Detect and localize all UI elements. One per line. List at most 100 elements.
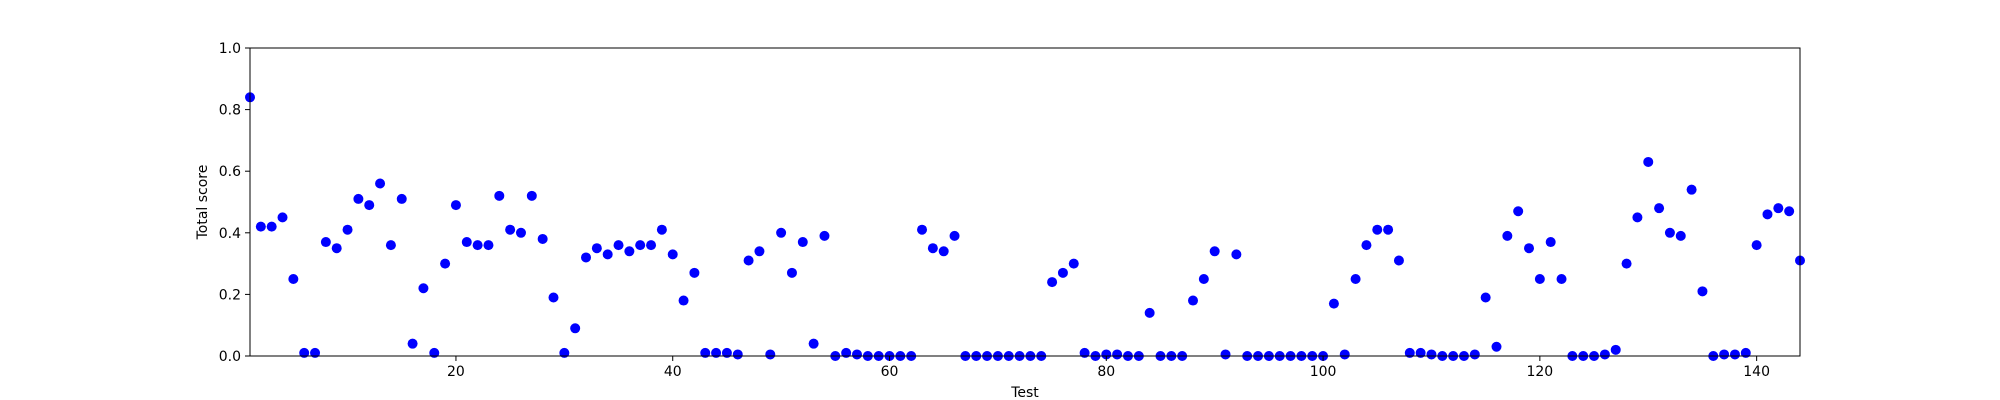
y-axis-ticks: 0.0 0.2 0.4 0.6 0.8 1.0 <box>219 41 250 365</box>
data-point <box>841 347 852 358</box>
y-tick-label: 0.0 <box>219 349 241 365</box>
data-point <box>277 212 288 223</box>
x-tick-label: 140 <box>1743 364 1770 380</box>
data-point <box>1556 274 1567 284</box>
data-point <box>1545 237 1556 248</box>
data-point <box>1079 347 1090 358</box>
data-point <box>1643 156 1654 167</box>
data-point <box>407 338 418 349</box>
data-point <box>505 224 516 235</box>
data-point <box>711 347 722 358</box>
data-point <box>1372 224 1383 235</box>
data-point <box>288 274 299 284</box>
data-point <box>1610 344 1621 355</box>
data-point <box>917 224 928 235</box>
data-point <box>364 200 375 211</box>
data-point <box>786 267 797 278</box>
data-point <box>1339 349 1350 360</box>
data-point <box>548 292 559 303</box>
data-point <box>375 178 386 189</box>
data-point <box>494 190 505 201</box>
data-point <box>266 221 277 232</box>
x-tick-label: 20 <box>447 364 465 380</box>
data-point <box>1599 349 1610 360</box>
data-point <box>429 347 440 358</box>
data-point <box>776 227 787 238</box>
data-point <box>1047 277 1058 288</box>
data-point <box>385 240 396 251</box>
data-point <box>1112 349 1123 360</box>
data-point <box>1383 224 1394 235</box>
data-point <box>1664 227 1675 238</box>
data-point <box>721 347 732 358</box>
data-point <box>1491 341 1502 352</box>
data-point <box>1393 255 1404 266</box>
data-point <box>1502 230 1513 241</box>
data-point <box>1697 286 1708 297</box>
data-point <box>342 224 353 235</box>
data-point <box>1740 347 1751 358</box>
data-point <box>689 267 700 278</box>
data-point <box>1350 274 1361 284</box>
data-point <box>1101 349 1112 360</box>
y-axis-label: Total score <box>195 165 211 241</box>
x-axis-ticks: 20 40 60 80 100 120 140 <box>447 356 1770 380</box>
data-point <box>1188 295 1199 306</box>
y-tick-label: 0.8 <box>219 103 241 119</box>
data-point <box>537 233 548 244</box>
data-point <box>624 246 635 257</box>
x-tick-label: 80 <box>1097 364 1115 380</box>
data-point <box>1534 274 1545 284</box>
data-point <box>1773 203 1784 214</box>
data-point <box>1675 230 1686 241</box>
data-point <box>1404 347 1415 358</box>
data-point <box>310 347 321 358</box>
data-point <box>949 230 960 241</box>
data-point <box>440 258 451 269</box>
data-point <box>1231 249 1242 260</box>
data-point <box>635 240 646 251</box>
data-point <box>927 243 938 254</box>
data-points <box>245 92 1805 361</box>
data-point <box>461 237 472 248</box>
data-point <box>353 193 364 204</box>
data-point <box>1654 203 1665 214</box>
data-point <box>656 224 667 235</box>
data-point <box>1361 240 1372 251</box>
data-point <box>483 240 494 251</box>
data-point <box>1220 349 1231 360</box>
y-tick-label: 0.6 <box>219 164 241 180</box>
x-tick-label: 40 <box>664 364 682 380</box>
x-tick-label: 100 <box>1310 364 1337 380</box>
data-point <box>1762 209 1773 220</box>
x-tick-label: 60 <box>881 364 899 380</box>
x-axis-label: Test <box>1010 385 1039 400</box>
data-point <box>602 249 613 260</box>
data-point <box>743 255 754 266</box>
data-point <box>732 349 743 360</box>
data-point <box>754 246 765 257</box>
data-point <box>450 200 461 211</box>
data-point <box>678 295 689 306</box>
plot-frame <box>249 47 1801 357</box>
data-point <box>1632 212 1643 223</box>
data-point <box>1057 267 1068 278</box>
data-point <box>396 193 407 204</box>
data-point <box>570 323 581 334</box>
data-point <box>1209 246 1220 257</box>
data-point <box>1426 349 1437 360</box>
data-point <box>299 347 310 358</box>
data-point <box>331 243 342 254</box>
data-point <box>418 283 429 294</box>
data-point <box>1513 206 1524 217</box>
data-point <box>515 227 526 238</box>
y-tick-label: 1.0 <box>219 41 241 57</box>
data-point <box>700 347 711 358</box>
data-point <box>559 347 570 358</box>
data-point <box>1719 349 1730 360</box>
data-point <box>472 240 483 251</box>
data-point <box>581 252 592 263</box>
data-point <box>1469 349 1480 360</box>
data-point <box>667 249 678 260</box>
